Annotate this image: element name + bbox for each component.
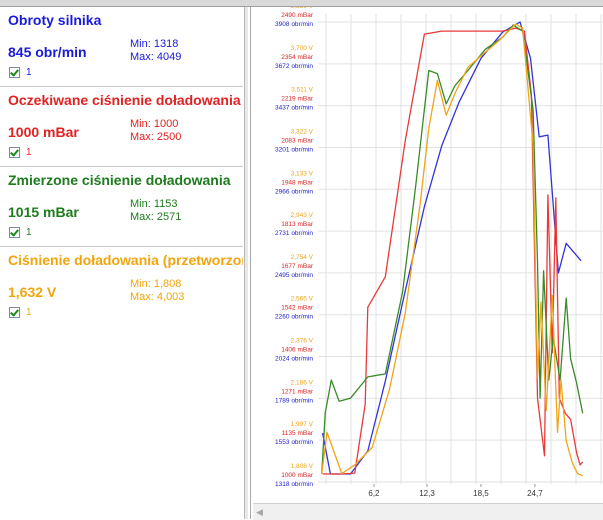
series-line-4: [321, 23, 583, 477]
series-line-2: [322, 27, 584, 475]
sensor-max: Max: 4,003: [130, 291, 185, 303]
y-tick-label: 3201 obr/min: [275, 146, 313, 153]
y-tick-label: 2024 obr/min: [275, 356, 313, 363]
y-tick-label: 2,943 V: [291, 212, 314, 219]
sensor-value: 1000 mBar: [8, 124, 79, 140]
visibility-checkbox[interactable]: [9, 307, 20, 318]
sensor-min: Min: 1,808: [130, 278, 182, 290]
y-tick-label: 1,997 V: [291, 421, 314, 428]
y-tick-label: 1000 mBar: [281, 472, 314, 479]
y-tick-label: 2966 obr/min: [275, 188, 313, 195]
y-tick-label: 1542 mBar: [281, 305, 314, 312]
y-tick-label: 3908 obr/min: [275, 21, 313, 28]
visibility-checkbox[interactable]: [9, 147, 20, 158]
y-tick-label: 3,133 V: [291, 170, 314, 177]
series-line-3: [321, 24, 584, 475]
visibility-checkbox[interactable]: [9, 67, 20, 78]
horizontal-scrollbar[interactable]: ◀: [253, 503, 603, 520]
sensor-panel-engine-rpm[interactable]: Obroty silnika 845 obr/min Min: 1318 Max…: [0, 7, 243, 87]
sensor-min: Min: 1153: [130, 198, 178, 210]
sensor-panel-boost-voltage[interactable]: Ciśnienie doładowania (przetworzone) 1,6…: [0, 247, 243, 326]
checkbox-label: 1: [26, 67, 32, 78]
y-tick-label: 1553 obr/min: [275, 439, 313, 446]
sensor-panel-expected-boost[interactable]: Oczekiwane ciśnienie doładowania 1000 mB…: [0, 87, 243, 167]
sensor-value: 1015 mBar: [8, 204, 79, 220]
chart-svg: 3,889 V 2490 mBar 3908 obr/min 3,700 V 2354 …: [275, 7, 603, 498]
y-tick-label: 2,186 V: [291, 379, 314, 386]
chart-area: 3,889 V 2490 mBar 3908 obr/min 3,700 V 2354 …: [250, 7, 603, 519]
sensor-title: Zmierzone ciśnienie doładowania: [8, 172, 231, 188]
y-tick-label: 2354 mBar: [281, 54, 314, 61]
checkbox-label: 1: [26, 307, 32, 318]
sensor-title: Ciśnienie doładowania (przetworzone): [8, 252, 243, 268]
checkbox-label: 1: [26, 227, 32, 238]
sensor-title: Obroty silnika: [8, 12, 102, 28]
y-tick-label: 1,808 V: [291, 463, 314, 470]
y-tick-label: 2219 mBar: [281, 96, 314, 103]
y-tick-label: 1677 mBar: [281, 263, 314, 270]
y-tick-label: 1789 obr/min: [275, 397, 313, 404]
sensor-panel-measured-boost[interactable]: Zmierzone ciśnienie doładowania 1015 mBa…: [0, 167, 243, 247]
sensor-min: Min: 1318: [130, 38, 179, 50]
sensor-max: Max: 4049: [130, 51, 182, 63]
y-tick-label: 2495 obr/min: [275, 272, 313, 279]
series-line-1: [321, 21, 582, 475]
x-tick-label: 6,2: [368, 489, 380, 498]
scroll-left-icon[interactable]: ◀: [256, 507, 263, 517]
y-tick-label: 2,376 V: [291, 338, 314, 345]
y-tick-label: 2,565 V: [291, 296, 314, 303]
y-tick-label: 3,322 V: [291, 128, 314, 135]
x-tick-label: 24,7: [527, 489, 543, 498]
sensor-title: Oczekiwane ciśnienie doładowania: [8, 92, 241, 108]
checkbox-label: 1: [26, 147, 32, 158]
sensor-value: 1,632 V: [8, 284, 57, 300]
y-tick-label: 2731 obr/min: [275, 230, 313, 237]
toolbar-strip: [0, 0, 603, 7]
y-tick-label: 1406 mBar: [281, 347, 314, 354]
sensor-value: 845 obr/min: [8, 44, 87, 60]
y-tick-label: 2083 mBar: [281, 137, 314, 144]
y-tick-label: 3,700 V: [291, 45, 314, 52]
y-tick-label: 3,889 V: [291, 7, 314, 10]
y-tick-label: 2490 mBar: [281, 12, 314, 19]
y-tick-label: 2260 obr/min: [275, 314, 313, 321]
sensor-min: Min: 1000: [130, 118, 179, 130]
y-tick-label: 1135 mBar: [282, 430, 314, 437]
y-tick-label: 1948 mBar: [281, 179, 314, 186]
x-tick-label: 12,3: [419, 489, 435, 498]
y-tick-label: 1271 mBar: [281, 388, 314, 395]
x-tick-label: 18,5: [473, 489, 489, 498]
y-tick-label: 2,754 V: [291, 254, 314, 261]
y-tick-label: 1813 mBar: [281, 221, 314, 228]
sensor-list: Obroty silnika 845 obr/min Min: 1318 Max…: [0, 7, 246, 519]
y-tick-label: 3437 obr/min: [275, 105, 313, 112]
sensor-max: Max: 2500: [130, 131, 182, 143]
sensor-max: Max: 2571: [130, 211, 182, 223]
y-tick-label: 1318 obr/min: [275, 481, 313, 488]
y-tick-label: 3,511 V: [291, 87, 314, 94]
visibility-checkbox[interactable]: [9, 227, 20, 238]
y-tick-label: 3672 obr/min: [275, 63, 313, 70]
splitter[interactable]: [244, 7, 248, 519]
